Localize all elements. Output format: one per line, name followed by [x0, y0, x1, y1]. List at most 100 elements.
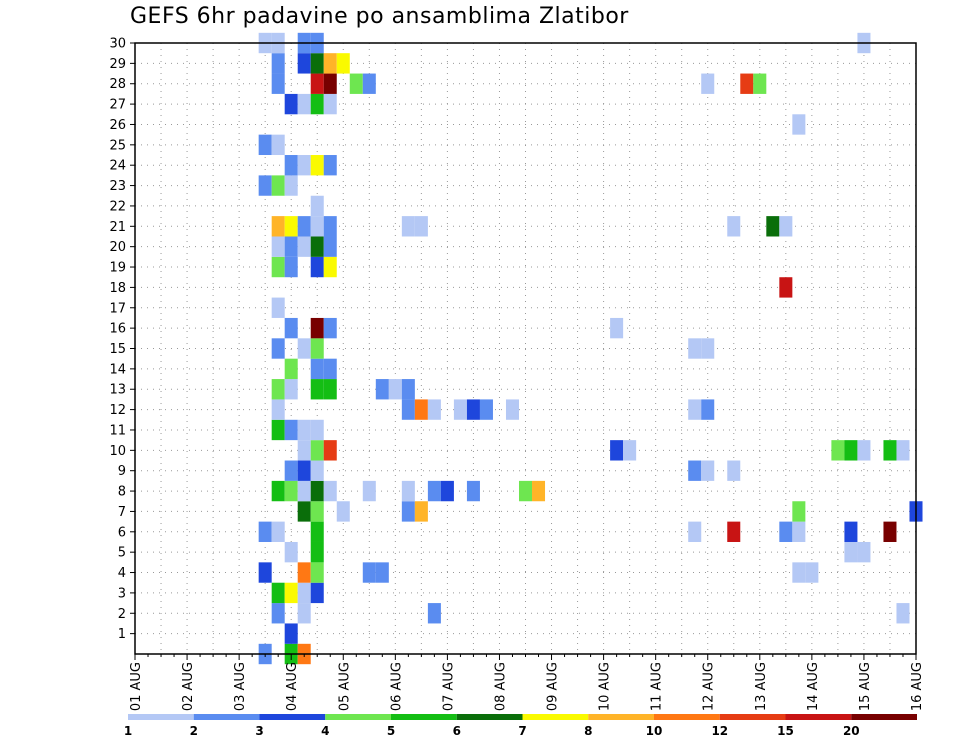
heatmap-cell	[310, 256, 324, 278]
y-tick-label: 27	[109, 98, 126, 113]
colorbar-swatch	[654, 714, 720, 720]
y-tick-label: 1	[118, 627, 126, 642]
heatmap-cell	[792, 562, 806, 583]
heatmap-cell	[323, 317, 337, 339]
x-tick-label: 03 AUG	[233, 662, 248, 711]
heatmap-cell	[310, 317, 324, 339]
y-tick-label: 16	[109, 322, 126, 337]
heatmap-cell	[844, 521, 858, 542]
heatmap-cell	[388, 379, 402, 400]
heatmap-cell	[805, 562, 819, 583]
heatmap-cell	[323, 53, 337, 74]
x-tick-label: 16 AUG	[910, 662, 925, 711]
heatmap-cell	[271, 216, 285, 237]
y-tick-label: 8	[118, 485, 126, 500]
x-tick-label: 13 AUG	[754, 662, 769, 711]
colorbar-swatch	[851, 714, 917, 720]
heatmap-cell	[323, 256, 337, 278]
heatmap-cell	[310, 460, 324, 481]
heatmap-cell	[727, 521, 741, 542]
heatmap-cell	[427, 480, 441, 502]
heatmap-cell	[792, 501, 806, 522]
heatmap-cell	[896, 440, 910, 461]
heatmap-cell	[505, 399, 519, 420]
heatmap-cell	[727, 460, 741, 481]
heatmap-cell	[323, 93, 337, 115]
colorbar-label: 5	[387, 724, 395, 738]
heatmap-cell	[310, 155, 324, 176]
heatmap-cell	[766, 216, 780, 237]
heatmap-cell	[310, 338, 324, 359]
heatmap-cell	[323, 440, 337, 461]
heatmap-cell	[310, 480, 324, 502]
y-tick-label: 23	[109, 179, 126, 194]
colorbar-label: 3	[255, 724, 263, 738]
colorbar-label: 10	[646, 724, 663, 738]
heatmap-cell	[844, 440, 858, 461]
y-tick-label: 2	[118, 607, 126, 622]
x-tick-label: 09 AUG	[546, 662, 561, 711]
heatmap-cell	[688, 460, 702, 481]
heatmap-cell	[310, 93, 324, 115]
heatmap-cell	[401, 379, 415, 400]
heatmap-cell	[310, 195, 324, 217]
heatmap-cell	[284, 93, 298, 115]
heatmap-cell	[857, 541, 871, 563]
heatmap-cell	[375, 562, 389, 583]
heatmap-cell	[310, 53, 324, 74]
heatmap-cell	[310, 521, 324, 542]
heatmap-cell	[297, 93, 311, 115]
y-tick-label: 11	[109, 423, 126, 438]
heatmap-cell	[323, 236, 337, 257]
y-axis: 1234567891011121314151617181920212223242…	[109, 37, 135, 642]
colorbar-swatch	[193, 714, 260, 720]
heatmap-cell	[753, 73, 767, 94]
y-tick-label: 13	[109, 383, 126, 398]
heatmap-cell	[297, 582, 311, 604]
heatmap-cell	[479, 399, 493, 420]
heatmap-cell	[401, 399, 415, 420]
colorbar-label: 12	[711, 724, 728, 738]
heatmap-cell	[688, 338, 702, 359]
colorbar-label: 6	[453, 724, 461, 738]
heatmap-cell	[284, 480, 298, 502]
heatmap-cell	[440, 480, 454, 502]
heatmap-cell	[779, 216, 793, 237]
y-tick-label: 20	[109, 240, 126, 255]
y-tick-label: 4	[118, 566, 126, 581]
y-tick-label: 9	[118, 464, 126, 479]
y-tick-label: 19	[109, 261, 126, 276]
x-tick-label: 06 AUG	[389, 662, 404, 711]
heatmap-cell	[271, 297, 285, 318]
colorbar-label: 4	[321, 724, 329, 738]
heatmap-cell	[427, 603, 441, 624]
heatmap-cell	[779, 277, 793, 298]
heatmap-cell	[414, 216, 428, 237]
heatmap-cell	[284, 256, 298, 278]
heatmap-cell	[284, 419, 298, 441]
heatmap-cell	[284, 155, 298, 176]
x-tick-label: 02 AUG	[181, 662, 196, 711]
heatmap-cell	[271, 256, 285, 278]
colorbar-label: 1	[124, 724, 132, 738]
heatmap-cell	[284, 460, 298, 481]
heatmap-cell	[610, 317, 624, 339]
heatmap-cell	[310, 440, 324, 461]
y-tick-label: 30	[109, 37, 126, 52]
x-tick-label: 15 AUG	[858, 662, 873, 711]
heatmap-cell	[414, 501, 428, 522]
colorbar: 1 2 3 4 5 6 7 8 10 12 15 20	[124, 714, 917, 738]
heatmap-cell	[271, 419, 285, 441]
heatmap-cell	[297, 603, 311, 624]
heatmap-cell	[297, 236, 311, 257]
heatmap-cell	[323, 480, 337, 502]
heatmap-cell	[297, 53, 311, 74]
x-tick-label: 07 AUG	[441, 662, 456, 711]
heatmap-cell	[271, 53, 285, 74]
heatmap-cell	[271, 338, 285, 359]
heatmap-cell	[271, 603, 285, 624]
colorbar-swatch	[391, 714, 457, 720]
heatmap-cell	[401, 480, 415, 502]
colorbar-swatch	[456, 714, 523, 720]
heatmap-cell	[427, 399, 441, 420]
